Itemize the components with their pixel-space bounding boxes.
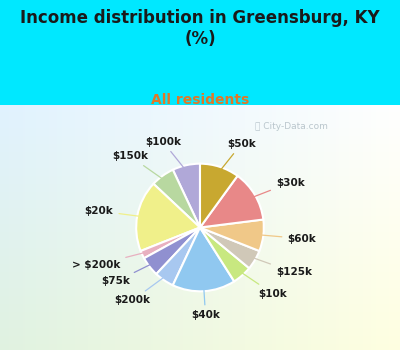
Text: All residents: All residents <box>151 93 249 107</box>
Text: $40k: $40k <box>191 286 220 320</box>
Text: $10k: $10k <box>240 271 287 299</box>
Text: $75k: $75k <box>102 263 153 287</box>
Text: $100k: $100k <box>145 136 186 170</box>
Text: $50k: $50k <box>219 139 256 172</box>
Text: $150k: $150k <box>112 151 165 181</box>
Wedge shape <box>136 184 200 251</box>
Wedge shape <box>200 228 249 281</box>
Text: ⓘ City-Data.com: ⓘ City-Data.com <box>255 122 328 131</box>
Text: $125k: $125k <box>251 257 312 277</box>
Wedge shape <box>173 164 200 228</box>
Wedge shape <box>156 228 200 285</box>
Wedge shape <box>200 219 264 251</box>
Wedge shape <box>154 170 200 228</box>
Text: $200k: $200k <box>114 275 166 305</box>
Text: $30k: $30k <box>251 178 304 198</box>
Text: $20k: $20k <box>85 206 142 217</box>
Wedge shape <box>200 228 259 268</box>
Text: Income distribution in Greensburg, KY
(%): Income distribution in Greensburg, KY (%… <box>20 9 380 48</box>
Wedge shape <box>200 164 238 228</box>
Wedge shape <box>173 228 234 291</box>
Text: $60k: $60k <box>258 233 316 244</box>
Wedge shape <box>144 228 200 274</box>
Wedge shape <box>200 176 263 228</box>
Wedge shape <box>141 228 200 258</box>
Text: > $200k: > $200k <box>72 252 146 270</box>
